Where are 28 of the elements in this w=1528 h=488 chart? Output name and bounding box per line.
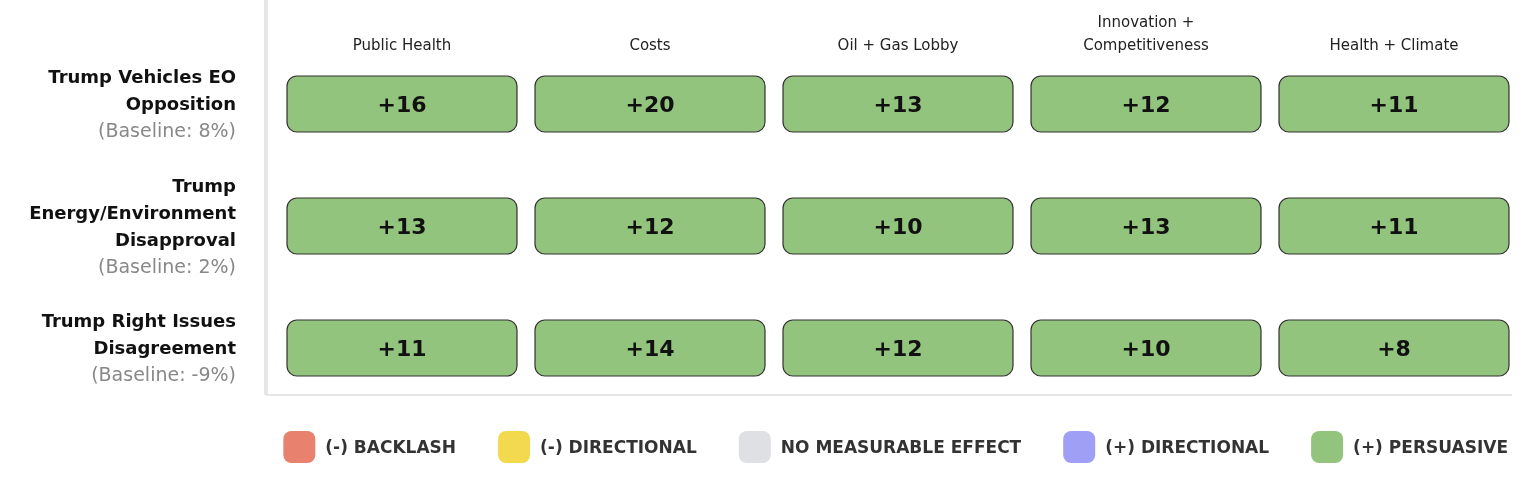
x-tick-label: Oil + Gas Lobby [837,36,959,54]
legend-label: (-) DIRECTIONAL [540,437,697,457]
data-label: +13 [377,214,427,239]
data-label: +13 [1121,214,1171,239]
x-tick-label: Costs [629,36,671,54]
data-label: +10 [873,214,923,239]
legend-label: (-) BACKLASH [325,437,457,457]
legend-label: (+) PERSUASIVE [1353,437,1509,457]
data-label: +14 [625,336,675,361]
data-label: +10 [1121,336,1171,361]
legend-label: NO MEASURABLE EFFECT [780,437,1022,457]
x-tick-label: Health + Climate [1329,36,1459,54]
data-label: +16 [377,92,427,117]
data-label: +13 [873,92,923,117]
y-tick-label: Trump Right Issues Disagreement (Baseline: -9%) [41,310,237,385]
y-tick-label: Trump Energy/Environment Disapproval (Baseline: 2%) [29,174,237,277]
data-label: +12 [1121,92,1171,117]
data-label: +11 [377,336,427,361]
x-tick-label: Public Health [352,36,452,54]
data-label: +8 [1377,336,1411,361]
data-label: +12 [873,336,923,361]
legend-label: (+) DIRECTIONAL [1105,437,1270,457]
data-label: +12 [625,214,675,239]
data-label: +11 [1369,214,1419,239]
data-label: +20 [625,92,675,117]
x-tick-label: Innovation + Competitiveness [1083,13,1209,54]
data-label: +11 [1369,92,1419,117]
y-tick-label: Trump Vehicles EO Opposition (Baseline: 8%) [48,66,236,141]
